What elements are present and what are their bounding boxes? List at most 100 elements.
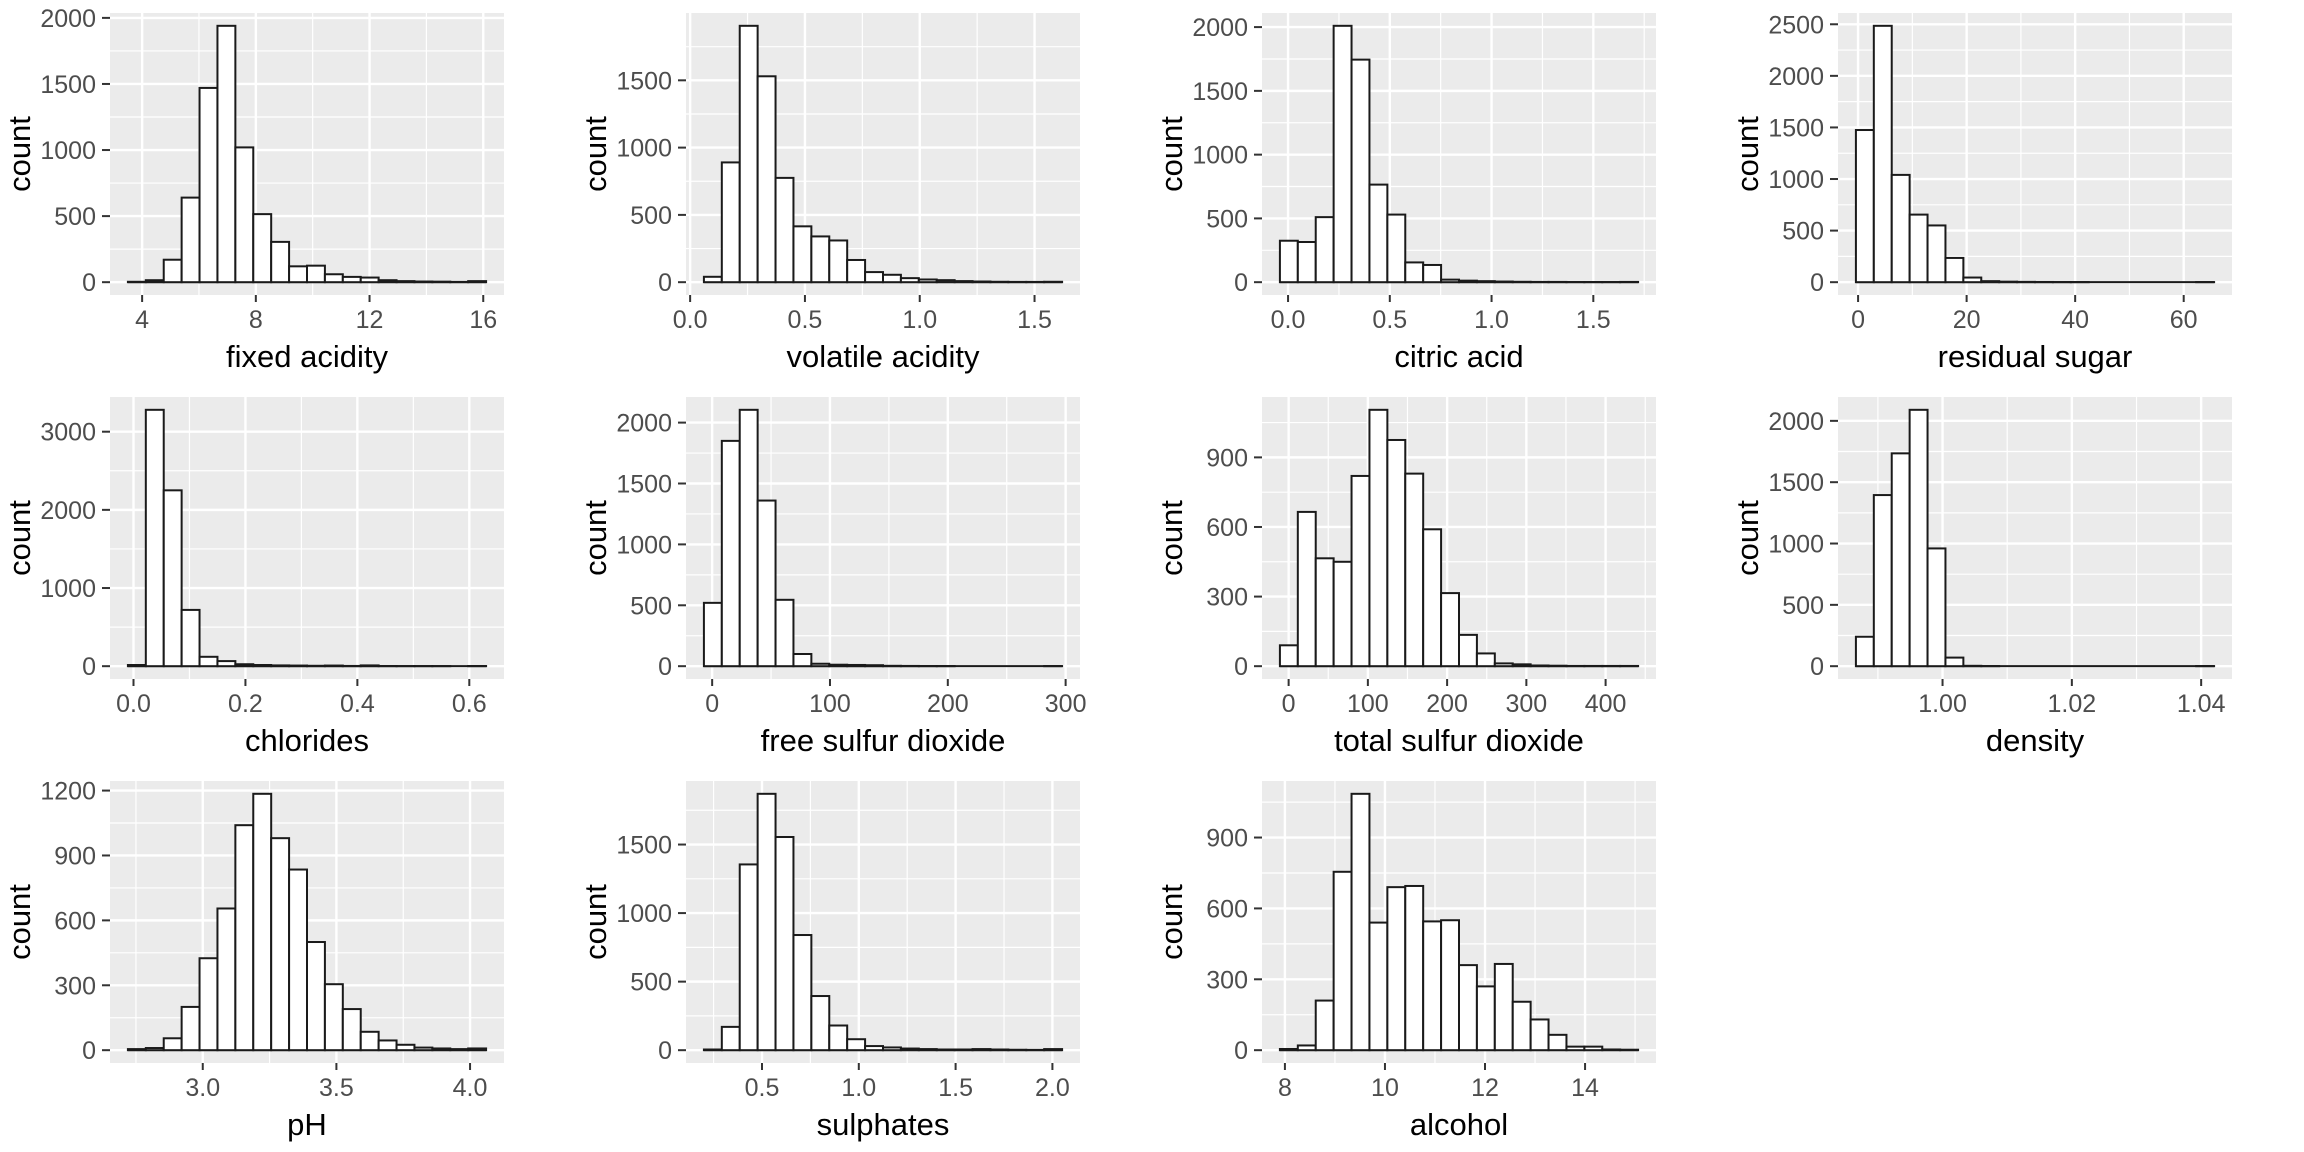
- histogram-bar: [126, 1048, 147, 1052]
- y-axis-title: count: [2, 116, 37, 192]
- x-tick-label: 12: [356, 306, 384, 334]
- histogram-bar: [198, 655, 219, 668]
- y-axis-title: count: [578, 500, 613, 576]
- histogram-ph: 3.0 3.5 4.0 0 300 600 900 1200 pH count: [0, 768, 576, 1152]
- histogram-bar: [395, 1043, 416, 1052]
- y-tick-label: 1000: [1768, 531, 1824, 559]
- histogram-bar: [864, 1045, 885, 1052]
- y-tick-label: 500: [1206, 205, 1248, 233]
- histogram-bar: [738, 863, 759, 1052]
- histogram-bar: [1314, 557, 1335, 668]
- histogram-bar: [1350, 474, 1371, 668]
- histogram-bar: [1529, 664, 1550, 668]
- histogram-bar: [1043, 1048, 1064, 1052]
- histogram-bar: [1350, 58, 1371, 284]
- x-tick-label: 1.0: [1474, 306, 1509, 334]
- y-tick-label: 2000: [1192, 14, 1248, 42]
- y-tick-label: 300: [1206, 584, 1248, 612]
- histogram-bar: [413, 280, 434, 284]
- plot-alcohol: 8 10 12 14 0 300 600 900 alcohol count: [1154, 781, 1656, 1142]
- histogram-bar: [1350, 792, 1371, 1052]
- x-tick-label: 0.2: [228, 690, 263, 718]
- histogram-bar: [1944, 256, 1965, 284]
- histogram-bar: [1511, 663, 1532, 668]
- y-axis-title: count: [1154, 500, 1189, 576]
- histogram-bar: [1440, 919, 1461, 1052]
- histogram-bar: [413, 1046, 434, 1052]
- y-tick-label: 500: [630, 969, 672, 997]
- x-axis-title: citric acid: [1394, 339, 1523, 374]
- plot-free-sulfur-dioxide: 0 100 200 300 0 500 1000 1500 2000 free sulfur di…: [578, 397, 1086, 758]
- histogram-bar: [359, 1030, 380, 1052]
- x-tick-label: 4.0: [453, 1074, 488, 1102]
- y-tick-label: 2000: [616, 410, 672, 438]
- x-axis-title: chlorides: [245, 723, 369, 758]
- x-axis-title: density: [1986, 723, 2085, 758]
- y-tick-label: 1000: [1192, 142, 1248, 170]
- histogram-citric-acid: 0.0 0.5 1.0 1.5 0 500 1000 1500 2000 citric acid c…: [1152, 0, 1728, 384]
- histogram-bar: [359, 664, 380, 668]
- histogram-bar: [1962, 276, 1983, 284]
- x-tick-label: 10: [1371, 1074, 1399, 1102]
- histogram-bar: [1890, 452, 1911, 668]
- histogram-bar: [1296, 510, 1317, 668]
- x-axis-title: pH: [287, 1107, 327, 1142]
- histogram-bar: [198, 86, 219, 284]
- x-tick-label: 1.0: [902, 306, 937, 334]
- histogram-bar: [1422, 263, 1443, 284]
- histogram-bar: [935, 1048, 956, 1052]
- x-tick-label: 100: [809, 690, 851, 718]
- y-tick-label: 2000: [1768, 63, 1824, 91]
- plot-total-sulfur-dioxide: 0 100 200 300 400 0 300 600 900 total sulfur diox…: [1154, 397, 1656, 758]
- x-tick-label: 1.5: [1576, 306, 1611, 334]
- x-axis-title: sulphates: [817, 1107, 950, 1142]
- histogram-bar: [989, 1048, 1010, 1052]
- histogram-bar: [467, 1047, 488, 1052]
- histogram-bar: [935, 279, 956, 284]
- histogram-bar: [1368, 921, 1389, 1052]
- x-tick-label: 400: [1585, 690, 1627, 718]
- histogram-bar: [953, 1048, 974, 1052]
- histogram-bar: [216, 24, 237, 284]
- histogram-alcohol: 8 10 12 14 0 300 600 900 alcohol count: [1152, 768, 1728, 1152]
- histogram-bar: [1296, 241, 1317, 284]
- histogram-bar: [270, 240, 291, 284]
- histogram-bar: [467, 280, 488, 284]
- y-tick-label: 1000: [616, 531, 672, 559]
- y-tick-label: 1500: [1192, 78, 1248, 106]
- x-tick-label: 16: [469, 306, 497, 334]
- histogram-bar: [1601, 1048, 1622, 1052]
- y-axis-title: count: [1730, 500, 1765, 576]
- plot-chlorides: 0.0 0.2 0.4 0.6 0 1000 2000 3000 chlorides count: [2, 397, 504, 758]
- y-axis-title: count: [1730, 116, 1765, 192]
- histogram-bar: [1529, 1018, 1550, 1052]
- x-tick-label: 1.04: [2177, 690, 2226, 718]
- histogram-bar: [810, 235, 831, 284]
- x-tick-label: 0: [705, 690, 719, 718]
- histogram-bar: [1475, 652, 1496, 668]
- x-axis-title: free sulfur dioxide: [761, 723, 1006, 758]
- histogram-sulphates: 0.5 1.0 1.5 2.0 0 500 1000 1500 sulphates count: [576, 768, 1152, 1152]
- x-tick-label: 4: [135, 306, 149, 334]
- y-tick-label: 1000: [1768, 166, 1824, 194]
- y-tick-label: 500: [630, 202, 672, 230]
- y-tick-label: 1000: [40, 137, 96, 165]
- histogram-bar: [1278, 239, 1299, 284]
- x-tick-label: 200: [1426, 690, 1468, 718]
- x-tick-label: 20: [1953, 306, 1981, 334]
- histogram-bar: [917, 1048, 938, 1052]
- y-tick-label: 1000: [40, 575, 96, 603]
- y-tick-label: 500: [630, 592, 672, 620]
- histogram-free-sulfur-dioxide: 0 100 200 300 0 500 1000 1500 2000 free sulfur di…: [576, 384, 1152, 768]
- histogram-bar: [234, 663, 255, 668]
- histogram-bar: [1386, 213, 1407, 284]
- histogram-bar: [774, 836, 795, 1052]
- histogram-bar: [288, 868, 309, 1052]
- x-tick-label: 200: [927, 690, 969, 718]
- histogram-bar: [1926, 547, 1947, 668]
- histogram-bar: [792, 653, 813, 668]
- histogram-bar: [359, 276, 380, 284]
- x-tick-label: 3.5: [319, 1074, 354, 1102]
- x-tick-label: 0.5: [788, 306, 823, 334]
